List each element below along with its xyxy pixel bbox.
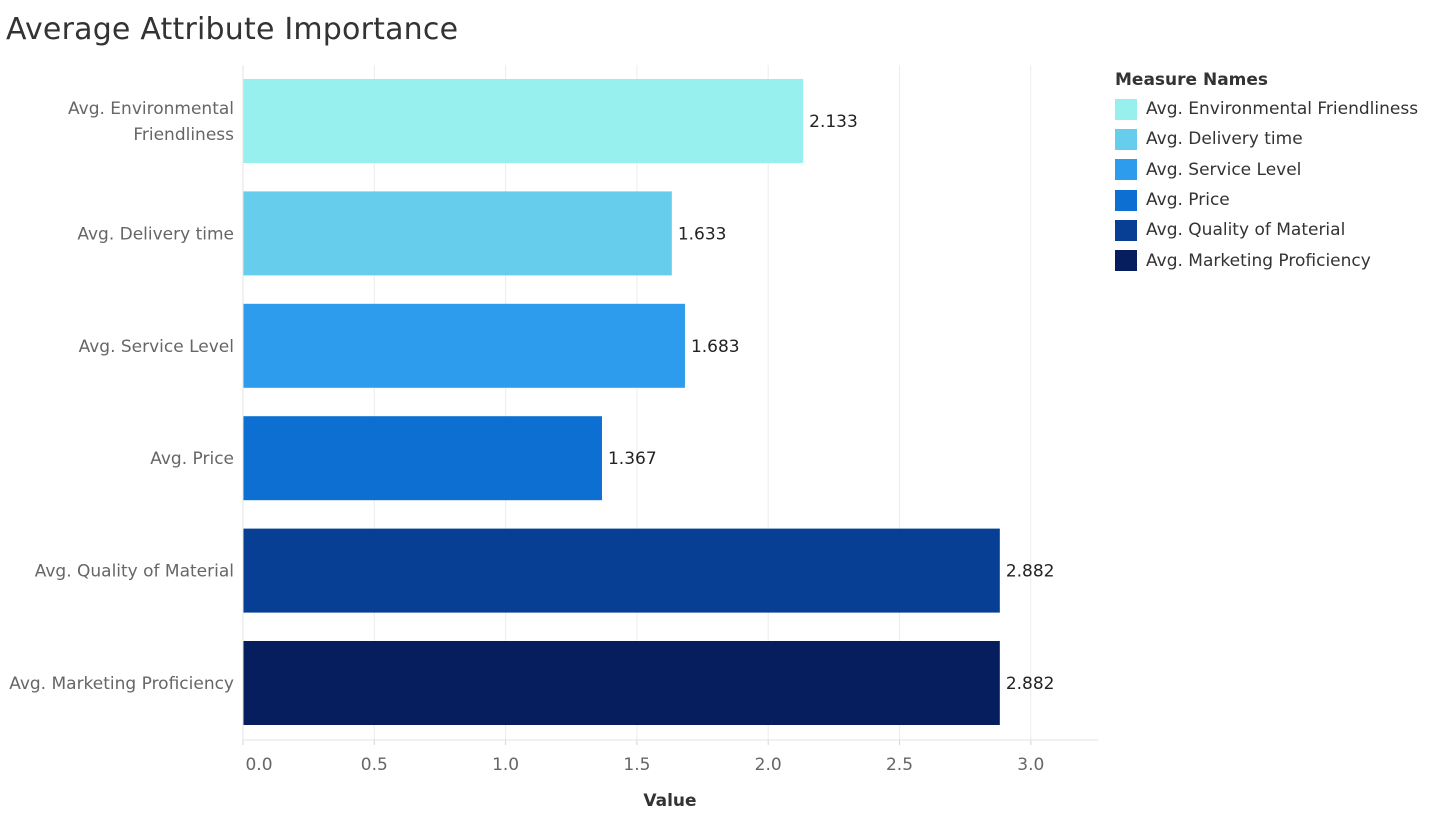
x-tick-label: 1.0 [492, 755, 519, 775]
legend-item: Avg. Delivery time [1115, 124, 1418, 154]
legend-swatch [1115, 250, 1137, 272]
bar [243, 528, 1000, 613]
legend-item: Avg. Environmental Friendliness [1115, 94, 1418, 124]
chart-title: Average Attribute Importance [6, 12, 459, 47]
legend-swatch [1115, 98, 1137, 120]
legend-label: Avg. Marketing Proficiency [1146, 250, 1371, 271]
category-label: Avg. Service Level [79, 337, 234, 357]
x-axis-title: Value [643, 791, 696, 811]
category-label: Avg. Environmental [68, 99, 234, 119]
legend-swatch [1115, 128, 1137, 150]
x-tick-label: 1.5 [623, 755, 650, 775]
legend-item: Avg. Price [1115, 185, 1418, 215]
bar [243, 303, 685, 388]
gridlines [373, 65, 1032, 740]
legend-label: Avg. Quality of Material [1146, 220, 1346, 241]
data-label: 1.367 [608, 449, 657, 469]
bars: 2.133 1.633 1.683 1.367 2.882 2.882 [243, 79, 1054, 725]
data-label: 1.683 [691, 337, 740, 357]
x-axis: 0.0 0.5 1.0 1.5 2.0 2.5 3.0 [242, 65, 1098, 775]
category-labels: Avg. Environmental Friendliness Avg. Deliv… [9, 99, 234, 694]
bar [243, 191, 672, 276]
legend: Measure Names Avg. Environmental Friendl… [1115, 70, 1418, 276]
x-tick-label: 2.5 [886, 755, 913, 775]
x-tick-label: 0.0 [245, 755, 272, 775]
legend-label: Avg. Delivery time [1146, 129, 1303, 150]
legend-item: Avg. Service Level [1115, 155, 1418, 185]
legend-label: Avg. Environmental Friendliness [1146, 99, 1419, 120]
category-label: Avg. Marketing Proficiency [9, 674, 234, 694]
data-label: 2.133 [809, 112, 858, 132]
legend-swatch [1115, 189, 1137, 211]
legend-swatch [1115, 219, 1137, 241]
bar [243, 641, 1000, 725]
x-tick-label: 0.5 [361, 755, 388, 775]
category-label: Avg. Quality of Material [35, 562, 234, 582]
x-tick-label: 2.0 [755, 755, 782, 775]
category-label: Avg. Delivery time [77, 224, 234, 244]
category-label: Friendliness [133, 125, 234, 145]
legend-swatch [1115, 159, 1137, 181]
category-label: Avg. Price [150, 449, 234, 469]
legend-label: Avg. Service Level [1146, 159, 1302, 180]
data-label: 2.882 [1006, 674, 1055, 694]
data-label: 1.633 [678, 224, 727, 244]
legend-item: Avg. Quality of Material [1115, 215, 1418, 245]
data-label: 2.882 [1006, 562, 1055, 582]
bar-chart: 2.133 1.633 1.683 1.367 2.882 2.882 0.0 0.5 1.0… [9, 65, 1098, 811]
bar [243, 416, 602, 501]
bar [243, 79, 804, 163]
x-tick-label: 3.0 [1017, 755, 1044, 775]
legend-label: Avg. Price [1146, 190, 1230, 211]
legend-item: Avg. Marketing Proficiency [1115, 245, 1418, 275]
legend-title: Measure Names [1115, 70, 1269, 90]
